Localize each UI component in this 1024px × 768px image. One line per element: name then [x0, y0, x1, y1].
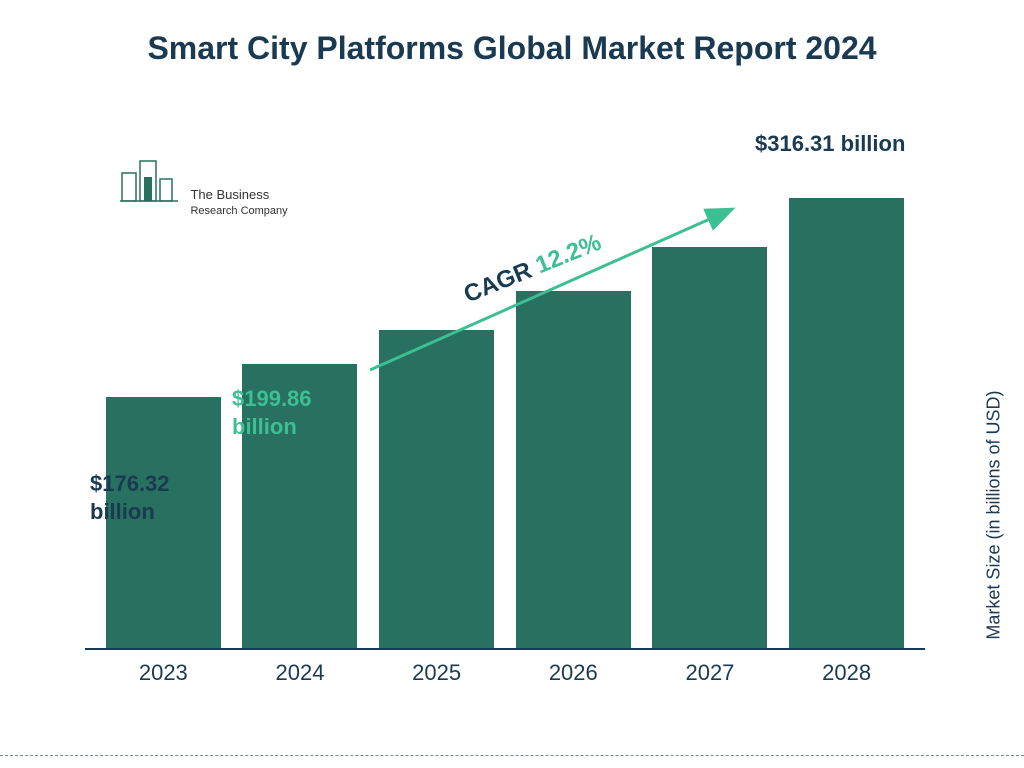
bar-value-label: $176.32billion — [90, 470, 170, 525]
x-axis-tick-label: 2024 — [242, 654, 357, 690]
y-axis-label: Market Size (in billions of USD) — [984, 391, 1005, 640]
x-axis-tick-label: 2023 — [106, 654, 221, 690]
x-axis-tick-label: 2026 — [516, 654, 631, 690]
bar — [379, 330, 494, 649]
x-axis-labels: 2023 2024 2025 2026 2027 2028 — [85, 654, 925, 690]
x-axis-tick-label: 2027 — [652, 654, 767, 690]
bar-slot — [516, 291, 631, 648]
chart-bars-container — [85, 188, 925, 648]
bar-value-label: $316.31 billion — [755, 130, 905, 158]
bar-slot — [379, 330, 494, 649]
bar-slot — [789, 198, 904, 648]
bar-slot — [652, 247, 767, 648]
bar — [516, 291, 631, 648]
x-axis-line — [85, 648, 925, 650]
bar — [652, 247, 767, 648]
footer-divider — [0, 755, 1024, 756]
bar — [789, 198, 904, 648]
bar-chart: 2023 2024 2025 2026 2027 2028 — [85, 150, 925, 690]
x-axis-tick-label: 2025 — [379, 654, 494, 690]
bar-value-label: $199.86billion — [232, 385, 312, 440]
page-title: Smart City Platforms Global Market Repor… — [0, 0, 1024, 70]
x-axis-tick-label: 2028 — [789, 654, 904, 690]
